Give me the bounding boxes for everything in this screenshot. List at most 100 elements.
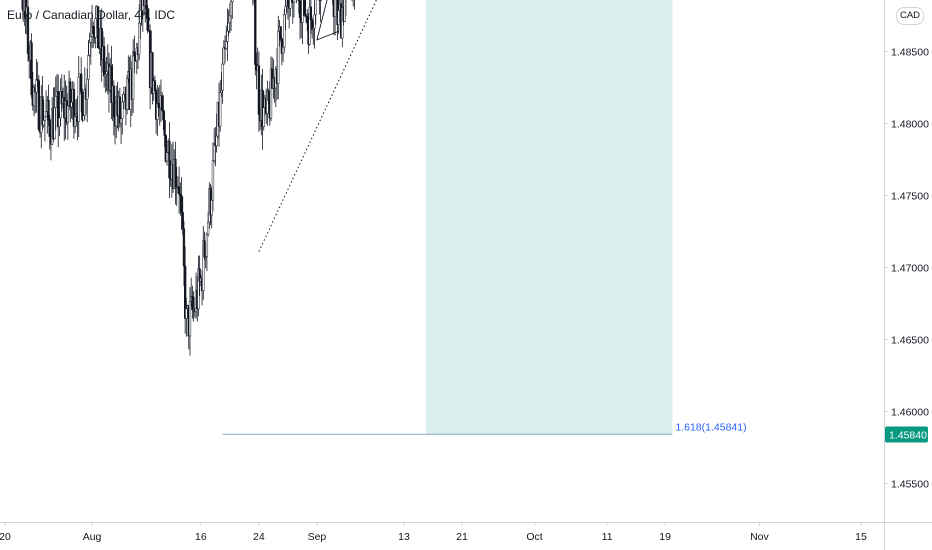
price-tick-label-6: 1.48500 [891,46,929,58]
candle-body-142 [168,141,171,179]
currency-badge[interactable]: CAD [896,7,924,25]
price-tick-label-4: 1.47500 [891,190,929,202]
candle-body-179 [213,143,216,161]
price-tick-label-2: 1.46500 [891,334,929,346]
candle-body-178 [211,160,215,201]
candle-body-213 [254,0,257,65]
candle-body-40 [44,111,48,118]
candle-body-96 [112,85,115,118]
candle-body-192 [228,15,232,24]
candle-body-71 [82,115,85,121]
price-tick-label-5: 1.48000 [891,118,929,130]
candle-body-190 [226,30,229,42]
time-tick-label-6: 21 [456,531,468,543]
candle-body-252 [301,0,304,23]
candle-body-181 [215,135,218,147]
candle-body-51 [58,117,61,128]
candle-body-259 [309,6,313,20]
candle-body-282 [337,10,340,25]
candle-body-170 [202,240,205,292]
candle-body-156 [185,308,188,319]
candle-body-75 [87,55,90,80]
price-tick-label-1: 1.46000 [891,406,929,418]
candle-body-76 [88,42,91,56]
candle-body-174 [206,221,210,235]
candle-body-232 [277,30,280,84]
candle-body-171 [203,240,206,258]
candle-body-138 [163,119,166,136]
candle-body-187 [222,46,225,65]
candle-body-42 [47,100,50,121]
candle-body-194 [231,0,234,2]
candle-body-189 [225,41,228,50]
candle-body-121 [142,0,146,7]
candle-body-25 [26,6,30,54]
candle-body-193 [229,1,233,17]
candle-body-32 [35,79,38,93]
price-tick-label-3: 1.47000 [891,262,929,274]
candle-body-38 [42,120,45,126]
candle-body-234 [279,26,282,40]
candle-body-101 [118,96,122,124]
candle-body-90 [105,71,108,75]
candle-body-153 [181,212,184,229]
candle-body-152 [180,195,183,213]
candle-body-254 [303,0,306,16]
candle-body-224 [267,90,270,101]
price-tick-label-0: 1.45500 [891,478,929,490]
candle-body-242 [289,0,292,9]
candle-body-263 [314,0,317,16]
candle-body-250 [298,0,302,19]
candle-body-39 [43,116,47,121]
candle-body-48 [54,96,57,108]
candle-body-220 [262,107,265,128]
candle-body-43 [48,119,51,137]
candle-body-104 [122,93,125,103]
candle-body-287 [343,0,346,22]
time-tick-label-9: 19 [659,531,671,543]
candle-body-113 [133,51,136,57]
candle-body-155 [183,265,187,319]
candle-body-154 [182,228,186,267]
time-tick-label-8: 11 [602,531,613,543]
candle-body-50 [57,91,60,128]
time-tick-label-4: Sep [308,531,327,543]
candle-body-117 [138,22,141,55]
candle-body-159 [188,301,192,337]
candle-body-140 [165,152,169,162]
candle-body-279 [333,0,337,18]
chart-title: Euro / Canadian Dollar, 4h, IDC [7,8,176,22]
candle-body-128 [151,52,154,94]
candle-body-236 [281,46,285,54]
candle-body-244 [291,0,294,3]
candle-body-83 [96,6,100,49]
candle-body-147 [174,158,177,188]
candle-body-238 [284,6,287,15]
time-tick-label-2: 16 [195,531,207,543]
candle-body-185 [220,90,223,93]
candle-body-256 [306,16,309,23]
time-tick-label-5: 13 [398,531,410,543]
candle-body-191 [227,22,230,32]
candle-body-249 [297,0,300,1]
triangle-pattern [316,0,339,41]
channel-line-2 [258,0,377,252]
candle-body-137 [162,109,165,121]
candle-body-28 [30,42,33,96]
candle-body-64 [73,116,77,127]
candle-body-88 [102,46,106,77]
candle-body-120 [141,0,144,11]
candle-body-136 [161,95,164,111]
take-profit-zone [425,0,673,435]
candle-body-262 [313,14,316,29]
candle-body-61 [70,102,73,108]
target-price-label: 1.45840 [889,429,927,441]
candle-body-102 [119,118,123,124]
candles-group [21,0,355,356]
time-tick-label-7: Oct [526,531,542,543]
candle-body-77 [89,36,92,43]
target-price-tag [885,426,928,443]
candle-body-69 [80,73,83,93]
